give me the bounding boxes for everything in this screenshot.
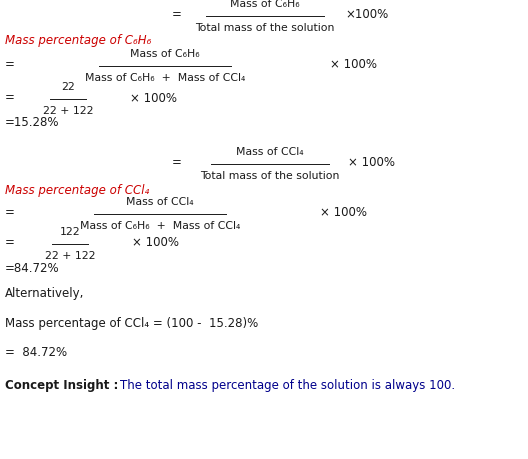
Text: ×100%: ×100% bbox=[345, 9, 388, 22]
Text: =: = bbox=[172, 9, 182, 22]
Text: Total mass of the solution: Total mass of the solution bbox=[195, 23, 335, 33]
Text: =: = bbox=[172, 157, 182, 169]
Text: Mass of CCl₄: Mass of CCl₄ bbox=[126, 197, 194, 207]
Text: =  84.72%: = 84.72% bbox=[5, 347, 67, 359]
Text: × 100%: × 100% bbox=[320, 207, 367, 219]
Text: Mass of C₆H₆  +  Mass of CCl₄: Mass of C₆H₆ + Mass of CCl₄ bbox=[85, 73, 245, 83]
Text: =: = bbox=[5, 91, 15, 105]
Text: The total mass percentage of the solution is always 100.: The total mass percentage of the solutio… bbox=[120, 380, 455, 392]
Text: Mass percentage of CCl₄ = (100 -  15.28)%: Mass percentage of CCl₄ = (100 - 15.28)% bbox=[5, 317, 258, 330]
Text: Concept Insight :: Concept Insight : bbox=[5, 380, 118, 392]
Text: Alternatively,: Alternatively, bbox=[5, 286, 84, 300]
Text: × 100%: × 100% bbox=[330, 58, 377, 72]
Text: 22: 22 bbox=[61, 82, 75, 92]
Text: Mass of CCl₄: Mass of CCl₄ bbox=[236, 147, 304, 157]
Text: =: = bbox=[5, 58, 15, 72]
Text: =15.28%: =15.28% bbox=[5, 117, 60, 129]
Text: 122: 122 bbox=[60, 227, 80, 237]
Text: =: = bbox=[5, 236, 15, 250]
Text: Mass of C₆H₆  +  Mass of CCl₄: Mass of C₆H₆ + Mass of CCl₄ bbox=[80, 221, 240, 231]
Text: Total mass of the solution: Total mass of the solution bbox=[200, 171, 340, 181]
Text: =: = bbox=[5, 207, 15, 219]
Text: × 100%: × 100% bbox=[348, 157, 395, 169]
Text: 22 + 122: 22 + 122 bbox=[45, 251, 95, 261]
Text: =84.72%: =84.72% bbox=[5, 262, 60, 274]
Text: Mass of C₆H₆: Mass of C₆H₆ bbox=[130, 49, 200, 59]
Text: 22 + 122: 22 + 122 bbox=[43, 106, 93, 116]
Text: × 100%: × 100% bbox=[132, 236, 179, 250]
Text: Mass percentage of C₆H₆: Mass percentage of C₆H₆ bbox=[5, 34, 152, 47]
Text: Mass percentage of CCl₄: Mass percentage of CCl₄ bbox=[5, 184, 149, 197]
Text: Mass of C₆H₆: Mass of C₆H₆ bbox=[230, 0, 300, 9]
Text: × 100%: × 100% bbox=[130, 91, 177, 105]
